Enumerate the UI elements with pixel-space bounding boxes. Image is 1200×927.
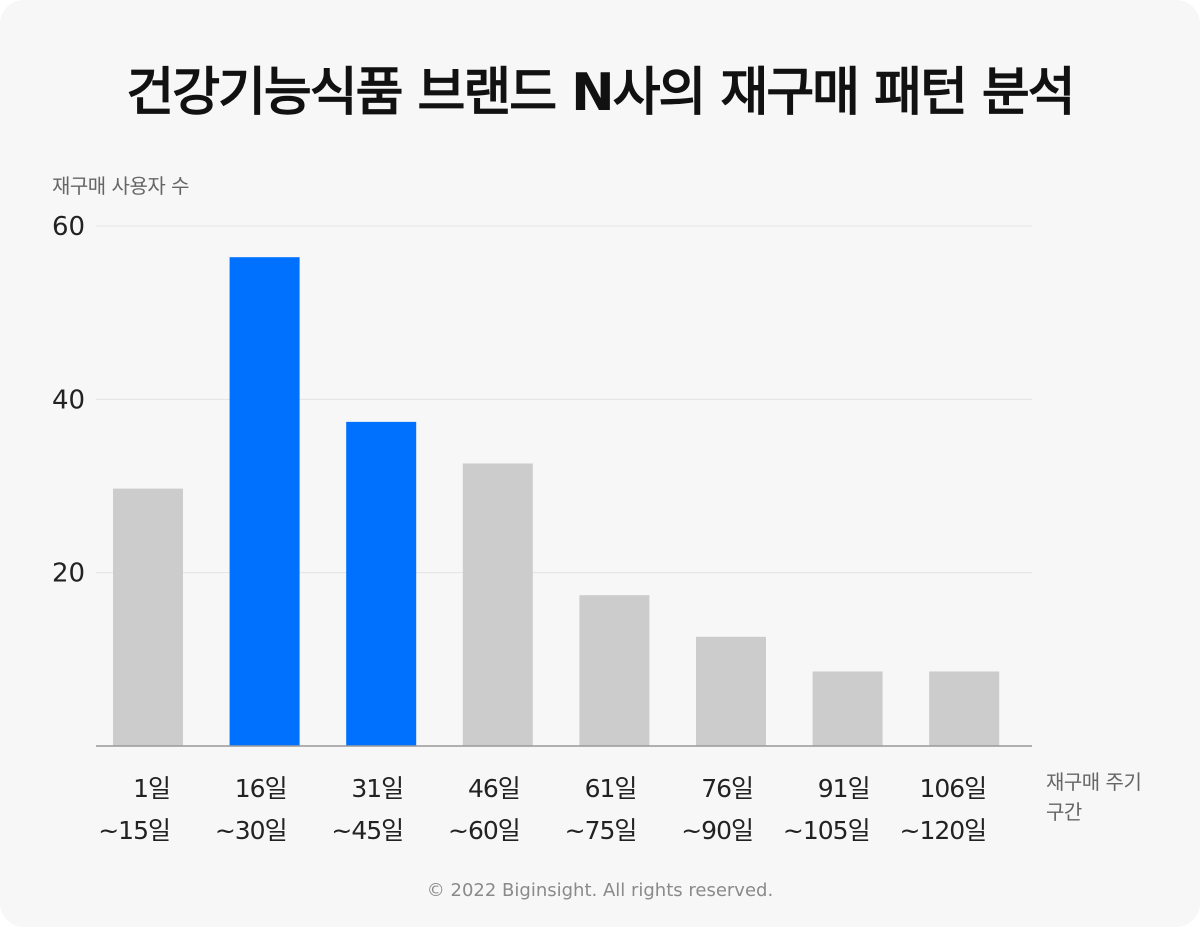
x-tick-label: ~75일 bbox=[565, 816, 637, 845]
x-axis-label-line-2: 구간 bbox=[1046, 800, 1082, 824]
x-tick-label: ~45일 bbox=[331, 816, 403, 845]
y-tick-label: 60 bbox=[52, 212, 85, 242]
x-tick-label: ~90일 bbox=[681, 816, 753, 845]
x-tick-label: 16일 bbox=[235, 774, 287, 803]
x-axis-label-line-1: 재구매 주기 bbox=[1046, 770, 1142, 794]
x-tick-label: ~120일 bbox=[900, 816, 987, 845]
x-tick-label: 106일 bbox=[919, 774, 986, 803]
bar bbox=[579, 595, 650, 746]
x-tick-label: 76일 bbox=[701, 774, 753, 803]
chart-title: 건강기능식품 브랜드 N사의 재구매 패턴 분석 bbox=[126, 63, 1075, 123]
x-tick-label: 46일 bbox=[468, 774, 520, 803]
x-tick-label: 61일 bbox=[585, 774, 637, 803]
bar bbox=[696, 636, 766, 746]
x-tick-label: 31일 bbox=[351, 774, 403, 803]
bar bbox=[113, 488, 183, 746]
x-tick-label: ~15일 bbox=[98, 816, 170, 845]
y-tick-label: 40 bbox=[52, 385, 85, 415]
y-tick-label: 20 bbox=[52, 559, 85, 589]
bar bbox=[229, 257, 300, 746]
bar bbox=[929, 671, 1000, 746]
x-tick-label: ~105일 bbox=[783, 816, 870, 845]
x-tick-label: ~30일 bbox=[215, 816, 287, 845]
x-tick-label: 1일 bbox=[133, 774, 170, 803]
y-axis-label: 재구매 사용자 수 bbox=[52, 174, 190, 198]
x-tick-label: 91일 bbox=[818, 774, 870, 803]
bar bbox=[462, 463, 533, 746]
x-axis-label: 재구매 주기 구간 bbox=[1046, 767, 1142, 827]
x-tick-label: ~60일 bbox=[448, 816, 520, 845]
bar bbox=[346, 421, 417, 746]
bar bbox=[812, 671, 883, 746]
copyright-text: © 2022 Biginsight. All rights reserved. bbox=[426, 880, 774, 901]
